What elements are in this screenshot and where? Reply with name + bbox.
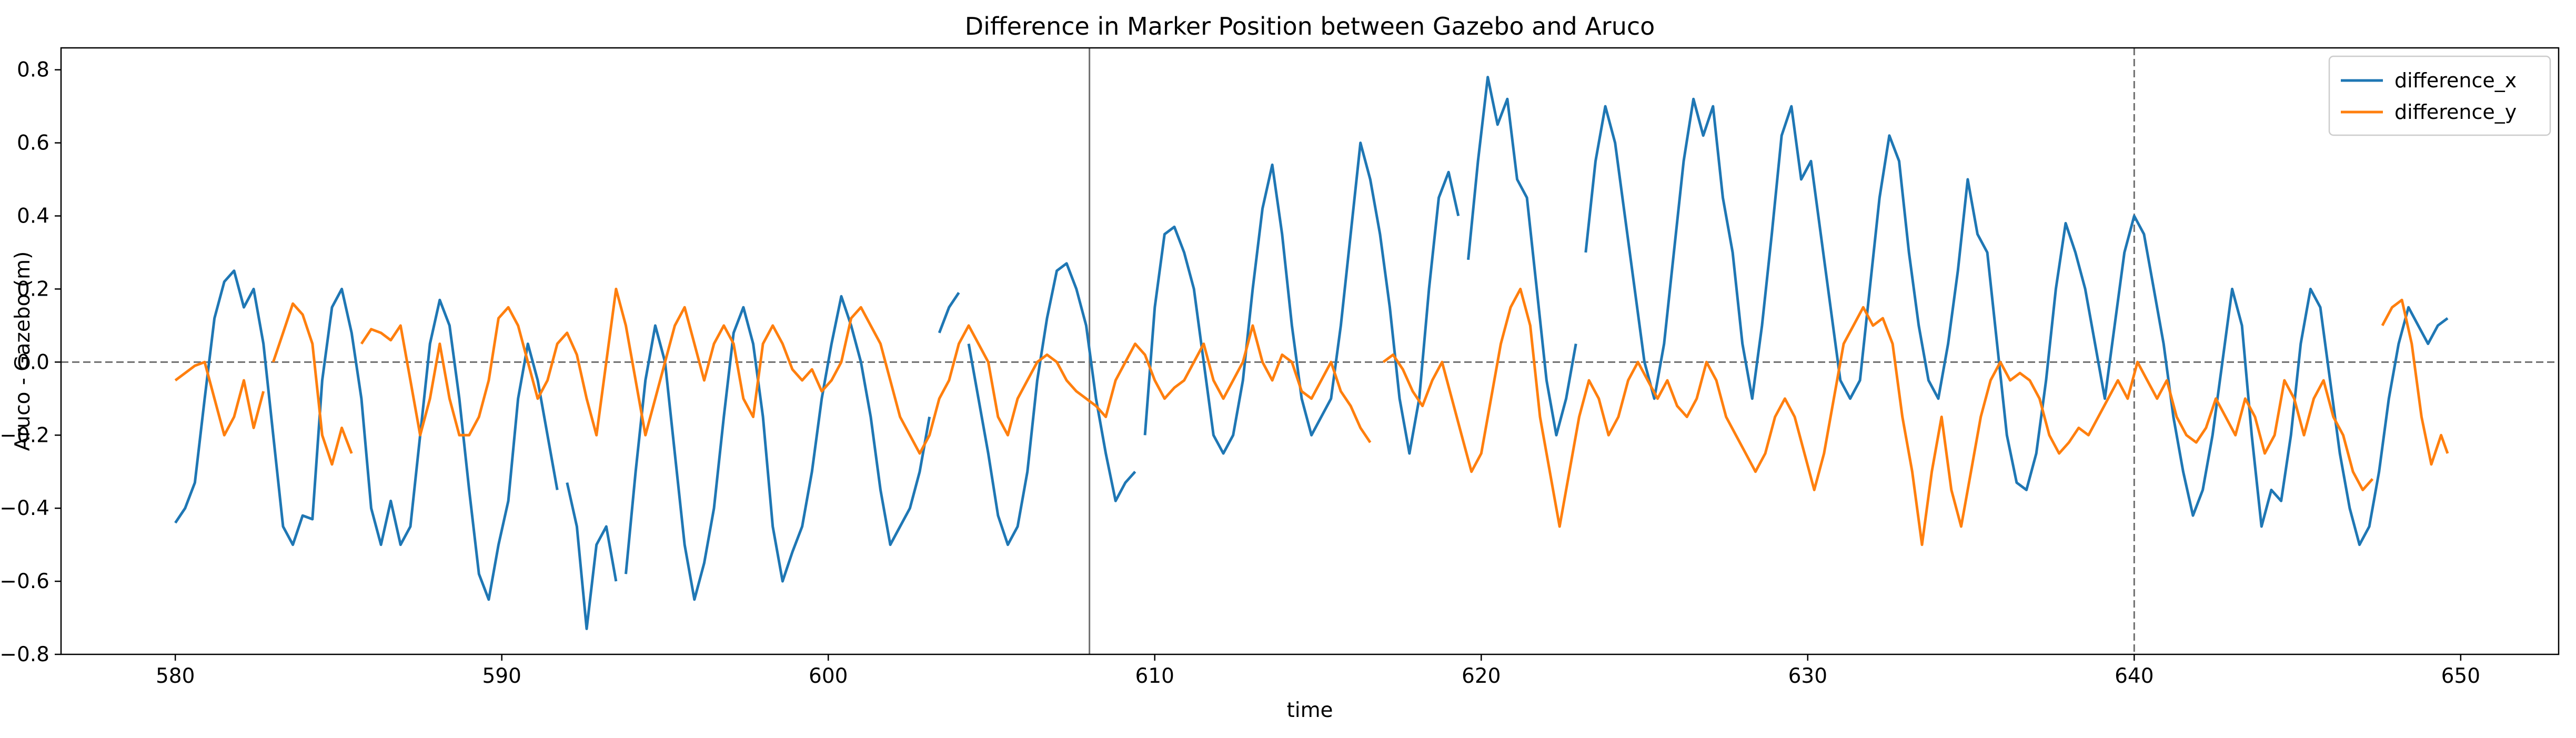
difference_y-line-segment-2	[360, 287, 1372, 455]
x-tick-label: 600	[809, 664, 848, 688]
y-tick-label: −0.8	[0, 643, 49, 666]
legend: difference_x difference_y	[2328, 55, 2551, 136]
y-tick-label: −0.2	[0, 423, 49, 447]
x-axis: 580 590 600 610 620 630 640 650	[156, 654, 2480, 688]
y-tick-label: −0.6	[0, 570, 49, 593]
difference_x-line-segment-0	[174, 269, 559, 601]
y-tick-label: 0.2	[17, 277, 49, 301]
x-axis-title: time	[1286, 699, 1333, 722]
series-layer	[174, 76, 2449, 630]
x-tick-label: 640	[2115, 664, 2154, 688]
difference_y-line-segment-0	[174, 360, 265, 437]
series-difference_y	[174, 287, 2449, 547]
difference_x-line-segment-1	[566, 482, 618, 630]
x-tick-label: 580	[156, 664, 195, 688]
difference_y-line-segment-1	[271, 302, 353, 466]
y-tick-label: 0.8	[17, 58, 49, 82]
y-tick-label: −0.4	[0, 497, 49, 520]
legend-label-difference_x: difference_x	[2394, 69, 2517, 92]
plot-area-frame	[60, 47, 2560, 655]
y-axis: −0.8 −0.6 −0.4 −0.2 0.0 0.2 0.4 0.6 0.8	[0, 58, 61, 666]
y-tick-label: 0.4	[17, 205, 49, 228]
difference_y-line-segment-3	[1382, 287, 2374, 547]
difference_y-line-segment-4	[2381, 298, 2449, 466]
chart-title: Difference in Marker Position between Ga…	[965, 12, 1655, 41]
y-tick-label: 0.6	[17, 132, 49, 155]
x-tick-label: 620	[1462, 664, 1501, 688]
series-difference_x	[174, 76, 2449, 630]
x-tick-label: 650	[2441, 664, 2480, 688]
difference_x-line-segment-4	[967, 262, 1136, 547]
x-tick-label: 610	[1135, 664, 1174, 688]
difference_x-line-segment-2	[625, 295, 931, 601]
y-axis-title: Aruco - Gazebo (m)	[11, 251, 35, 451]
x-tick-label: 630	[1788, 664, 1827, 688]
legend-label-difference_y: difference_y	[2394, 100, 2517, 124]
y-tick-label: 0.0	[17, 350, 49, 374]
difference_x-line-segment-5	[1143, 141, 1460, 455]
difference_x-line-segment-6	[1467, 76, 1577, 437]
difference_x-line-segment-7	[1584, 97, 2449, 547]
difference_x-line-segment-3	[938, 292, 960, 333]
legend-box	[2328, 55, 2551, 136]
x-tick-label: 590	[482, 664, 521, 688]
